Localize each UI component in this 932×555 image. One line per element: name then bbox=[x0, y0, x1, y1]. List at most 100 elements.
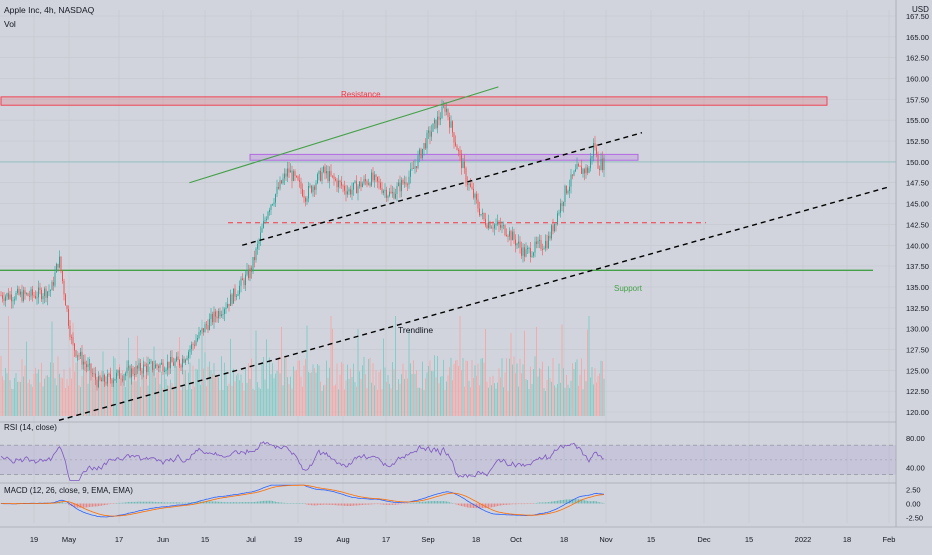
y-tick-label: 120.00 bbox=[906, 408, 929, 417]
macd-histogram-bar bbox=[87, 503, 89, 508]
candle-body bbox=[83, 361, 84, 365]
macd-histogram-bar bbox=[102, 503, 104, 506]
candle-body bbox=[495, 224, 497, 226]
candle-body bbox=[48, 290, 50, 292]
volume-bar bbox=[50, 362, 51, 416]
macd-histogram-bar bbox=[185, 502, 186, 504]
candle-body bbox=[534, 241, 536, 253]
volume-bar bbox=[48, 377, 50, 416]
volume-bar bbox=[488, 387, 489, 416]
volume-bar bbox=[159, 384, 161, 416]
volume-bar bbox=[152, 360, 153, 416]
volume-bar bbox=[138, 360, 140, 416]
candle-body bbox=[242, 278, 243, 281]
candle-body bbox=[426, 132, 428, 149]
macd-histogram-bar bbox=[353, 503, 354, 506]
candle-body bbox=[515, 239, 516, 246]
candle-body bbox=[282, 178, 284, 184]
candle-body bbox=[267, 212, 269, 219]
candle-body bbox=[498, 221, 500, 225]
macd-histogram-bar bbox=[525, 503, 527, 504]
macd-histogram-bar bbox=[158, 502, 159, 504]
macd-histogram-bar bbox=[543, 502, 545, 504]
candle-body bbox=[68, 309, 69, 326]
macd-histogram-bar bbox=[144, 501, 146, 504]
candle-body bbox=[293, 171, 294, 181]
macd-histogram-bar bbox=[303, 503, 305, 504]
candle-body bbox=[377, 176, 378, 182]
macd-histogram-bar bbox=[80, 503, 81, 508]
volume-bar bbox=[540, 369, 542, 416]
volume-bar bbox=[389, 383, 390, 416]
candle-body bbox=[467, 182, 468, 185]
macd-histogram-bar bbox=[326, 503, 327, 505]
volume-bar bbox=[309, 372, 311, 416]
macd-histogram-bar bbox=[555, 501, 557, 504]
macd-histogram-bar bbox=[224, 502, 225, 504]
volume-bar bbox=[489, 376, 491, 416]
volume-bar bbox=[426, 372, 428, 416]
macd-histogram-bar bbox=[375, 503, 377, 505]
volume-bar bbox=[2, 376, 3, 416]
macd-histogram-bar bbox=[473, 503, 474, 509]
candle-body bbox=[249, 267, 251, 279]
volume-bar bbox=[20, 381, 21, 416]
volume-bar bbox=[267, 388, 269, 416]
macd-histogram-bar bbox=[408, 503, 410, 504]
candle-body bbox=[402, 180, 404, 184]
candle-body bbox=[311, 185, 312, 193]
macd-histogram-bar bbox=[152, 501, 153, 504]
candle-body bbox=[176, 356, 177, 362]
candle-body bbox=[597, 154, 599, 169]
volume-bar bbox=[53, 362, 54, 416]
volume-bar bbox=[431, 370, 432, 416]
candle-body bbox=[113, 380, 114, 384]
candle-body bbox=[162, 362, 164, 372]
candle-body bbox=[159, 364, 161, 369]
macd-histogram-bar bbox=[581, 499, 582, 504]
macd-histogram-bar bbox=[234, 502, 236, 504]
candle-body bbox=[351, 189, 353, 195]
candle-body bbox=[276, 186, 278, 195]
candle-body bbox=[566, 185, 567, 194]
volume-bar bbox=[141, 370, 143, 416]
macd-histogram-bar bbox=[75, 503, 77, 508]
macd-histogram-bar bbox=[251, 502, 252, 504]
macd-histogram-bar bbox=[465, 503, 467, 508]
volume-bar bbox=[218, 377, 219, 416]
macd-histogram-bar bbox=[117, 502, 119, 504]
candle-body bbox=[74, 343, 75, 351]
candle-body bbox=[338, 180, 339, 188]
candle-body bbox=[494, 224, 495, 229]
candle-body bbox=[500, 224, 501, 228]
volume-bar bbox=[224, 362, 225, 416]
candle-body bbox=[138, 362, 140, 369]
volume-bar bbox=[201, 319, 203, 416]
volume-bar bbox=[492, 375, 494, 416]
macd-histogram-bar bbox=[125, 502, 126, 504]
candle-body bbox=[173, 362, 174, 366]
macd-histogram-bar bbox=[503, 503, 504, 505]
macd-histogram-bar bbox=[311, 503, 312, 506]
candle-body bbox=[165, 369, 167, 372]
volume-bar bbox=[270, 374, 272, 416]
volume-bar bbox=[375, 369, 377, 416]
volume-bar bbox=[125, 386, 126, 416]
volume-bar bbox=[32, 386, 33, 416]
volume-bar bbox=[186, 389, 188, 416]
macd-histogram-bar bbox=[215, 501, 216, 504]
candle-body bbox=[200, 330, 201, 333]
volume-bar bbox=[8, 316, 9, 416]
candle-body bbox=[465, 168, 467, 183]
volume-bar bbox=[170, 379, 171, 416]
volume-bar bbox=[551, 381, 552, 416]
x-tick-label: Jul bbox=[246, 535, 256, 544]
volume-bar bbox=[105, 382, 107, 416]
macd-histogram-bar bbox=[90, 503, 92, 507]
volume-bar bbox=[47, 375, 48, 416]
volume-bar bbox=[308, 371, 309, 416]
macd-histogram-bar bbox=[545, 502, 546, 504]
macd-histogram-bar bbox=[177, 502, 179, 504]
volume-bar bbox=[395, 316, 396, 416]
